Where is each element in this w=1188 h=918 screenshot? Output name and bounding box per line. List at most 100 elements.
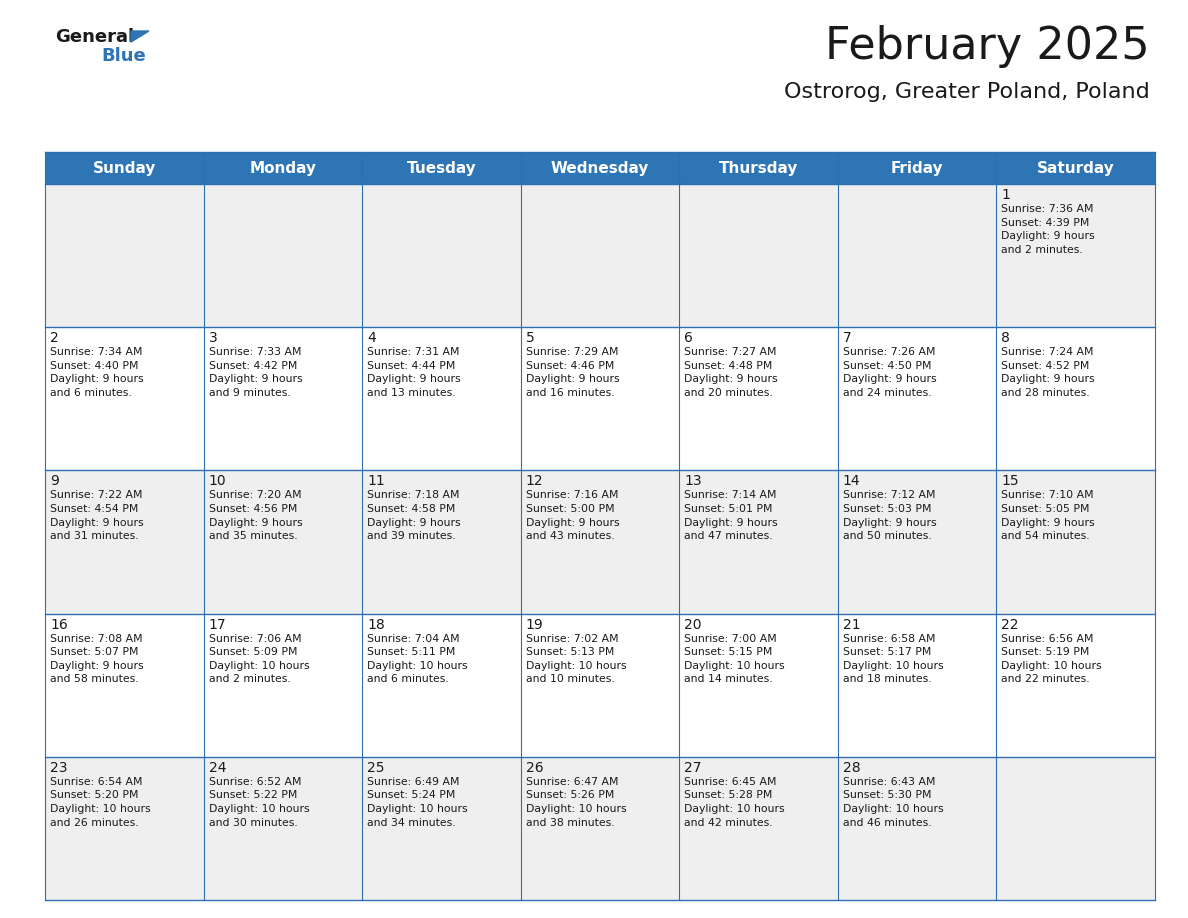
Bar xyxy=(362,613,520,756)
Text: Sunrise: 6:45 AM
Sunset: 5:28 PM
Daylight: 10 hours
and 42 minutes.: Sunrise: 6:45 AM Sunset: 5:28 PM Dayligh… xyxy=(684,777,785,828)
Text: Sunrise: 7:36 AM
Sunset: 4:39 PM
Daylight: 9 hours
and 2 minutes.: Sunrise: 7:36 AM Sunset: 4:39 PM Dayligh… xyxy=(1001,204,1095,255)
Bar xyxy=(680,327,838,470)
Text: Sunrise: 7:34 AM
Sunset: 4:40 PM
Daylight: 9 hours
and 6 minutes.: Sunrise: 7:34 AM Sunset: 4:40 PM Dayligh… xyxy=(50,347,144,398)
Text: 23: 23 xyxy=(50,761,68,775)
Text: Sunrise: 7:20 AM
Sunset: 4:56 PM
Daylight: 9 hours
and 35 minutes.: Sunrise: 7:20 AM Sunset: 4:56 PM Dayligh… xyxy=(209,490,302,542)
Text: 6: 6 xyxy=(684,331,693,345)
Text: Sunrise: 6:47 AM
Sunset: 5:26 PM
Daylight: 10 hours
and 38 minutes.: Sunrise: 6:47 AM Sunset: 5:26 PM Dayligh… xyxy=(526,777,626,828)
Text: 12: 12 xyxy=(526,475,543,488)
Bar xyxy=(362,184,520,327)
Text: Sunrise: 7:33 AM
Sunset: 4:42 PM
Daylight: 9 hours
and 9 minutes.: Sunrise: 7:33 AM Sunset: 4:42 PM Dayligh… xyxy=(209,347,302,398)
Text: 19: 19 xyxy=(526,618,543,632)
Text: 2: 2 xyxy=(50,331,58,345)
Text: 1: 1 xyxy=(1001,188,1010,202)
Bar xyxy=(362,327,520,470)
Bar xyxy=(838,470,997,613)
Bar xyxy=(997,470,1155,613)
Text: 26: 26 xyxy=(526,761,543,775)
Text: 8: 8 xyxy=(1001,331,1010,345)
Bar xyxy=(520,756,680,900)
Text: Ostrorog, Greater Poland, Poland: Ostrorog, Greater Poland, Poland xyxy=(784,82,1150,102)
Bar xyxy=(997,613,1155,756)
Text: Sunday: Sunday xyxy=(93,161,156,175)
Text: Sunrise: 7:12 AM
Sunset: 5:03 PM
Daylight: 9 hours
and 50 minutes.: Sunrise: 7:12 AM Sunset: 5:03 PM Dayligh… xyxy=(842,490,936,542)
Text: Sunrise: 7:24 AM
Sunset: 4:52 PM
Daylight: 9 hours
and 28 minutes.: Sunrise: 7:24 AM Sunset: 4:52 PM Dayligh… xyxy=(1001,347,1095,398)
Text: Friday: Friday xyxy=(891,161,943,175)
Text: 7: 7 xyxy=(842,331,852,345)
Bar xyxy=(203,470,362,613)
Bar xyxy=(45,152,1155,184)
Bar xyxy=(838,613,997,756)
Bar xyxy=(45,613,203,756)
Bar xyxy=(680,756,838,900)
Bar xyxy=(520,184,680,327)
Text: 17: 17 xyxy=(209,618,226,632)
Text: Sunrise: 6:58 AM
Sunset: 5:17 PM
Daylight: 10 hours
and 18 minutes.: Sunrise: 6:58 AM Sunset: 5:17 PM Dayligh… xyxy=(842,633,943,685)
Bar xyxy=(203,756,362,900)
Bar xyxy=(45,184,203,327)
Text: 15: 15 xyxy=(1001,475,1019,488)
Text: Sunrise: 6:49 AM
Sunset: 5:24 PM
Daylight: 10 hours
and 34 minutes.: Sunrise: 6:49 AM Sunset: 5:24 PM Dayligh… xyxy=(367,777,468,828)
Text: Tuesday: Tuesday xyxy=(406,161,476,175)
Text: 22: 22 xyxy=(1001,618,1019,632)
Bar xyxy=(838,327,997,470)
Text: Sunrise: 7:26 AM
Sunset: 4:50 PM
Daylight: 9 hours
and 24 minutes.: Sunrise: 7:26 AM Sunset: 4:50 PM Dayligh… xyxy=(842,347,936,398)
Bar xyxy=(45,470,203,613)
Text: Sunrise: 6:54 AM
Sunset: 5:20 PM
Daylight: 10 hours
and 26 minutes.: Sunrise: 6:54 AM Sunset: 5:20 PM Dayligh… xyxy=(50,777,151,828)
Text: Sunrise: 7:00 AM
Sunset: 5:15 PM
Daylight: 10 hours
and 14 minutes.: Sunrise: 7:00 AM Sunset: 5:15 PM Dayligh… xyxy=(684,633,785,685)
Bar xyxy=(520,470,680,613)
Text: 18: 18 xyxy=(367,618,385,632)
Text: 25: 25 xyxy=(367,761,385,775)
Text: 14: 14 xyxy=(842,475,860,488)
Text: Sunrise: 6:52 AM
Sunset: 5:22 PM
Daylight: 10 hours
and 30 minutes.: Sunrise: 6:52 AM Sunset: 5:22 PM Dayligh… xyxy=(209,777,309,828)
Bar xyxy=(362,756,520,900)
Text: Sunrise: 6:43 AM
Sunset: 5:30 PM
Daylight: 10 hours
and 46 minutes.: Sunrise: 6:43 AM Sunset: 5:30 PM Dayligh… xyxy=(842,777,943,828)
Bar xyxy=(203,613,362,756)
Text: Sunrise: 7:04 AM
Sunset: 5:11 PM
Daylight: 10 hours
and 6 minutes.: Sunrise: 7:04 AM Sunset: 5:11 PM Dayligh… xyxy=(367,633,468,685)
Bar xyxy=(997,756,1155,900)
Text: 3: 3 xyxy=(209,331,217,345)
Bar xyxy=(520,613,680,756)
Text: 24: 24 xyxy=(209,761,226,775)
Text: 27: 27 xyxy=(684,761,702,775)
Text: Sunrise: 7:08 AM
Sunset: 5:07 PM
Daylight: 9 hours
and 58 minutes.: Sunrise: 7:08 AM Sunset: 5:07 PM Dayligh… xyxy=(50,633,144,685)
Text: Sunrise: 7:16 AM
Sunset: 5:00 PM
Daylight: 9 hours
and 43 minutes.: Sunrise: 7:16 AM Sunset: 5:00 PM Dayligh… xyxy=(526,490,619,542)
Bar xyxy=(203,327,362,470)
Text: 21: 21 xyxy=(842,618,860,632)
Text: Sunrise: 7:31 AM
Sunset: 4:44 PM
Daylight: 9 hours
and 13 minutes.: Sunrise: 7:31 AM Sunset: 4:44 PM Dayligh… xyxy=(367,347,461,398)
Text: 28: 28 xyxy=(842,761,860,775)
Text: 11: 11 xyxy=(367,475,385,488)
Text: 5: 5 xyxy=(526,331,535,345)
Bar xyxy=(838,756,997,900)
Text: Thursday: Thursday xyxy=(719,161,798,175)
Bar xyxy=(203,184,362,327)
Bar xyxy=(520,327,680,470)
Text: Sunrise: 7:10 AM
Sunset: 5:05 PM
Daylight: 9 hours
and 54 minutes.: Sunrise: 7:10 AM Sunset: 5:05 PM Dayligh… xyxy=(1001,490,1095,542)
Text: 16: 16 xyxy=(50,618,68,632)
Bar xyxy=(997,327,1155,470)
Text: Wednesday: Wednesday xyxy=(551,161,649,175)
Text: Blue: Blue xyxy=(101,47,146,65)
Polygon shape xyxy=(131,31,148,42)
Text: Saturday: Saturday xyxy=(1037,161,1114,175)
Bar xyxy=(838,184,997,327)
Bar xyxy=(680,613,838,756)
Bar xyxy=(45,756,203,900)
Text: 4: 4 xyxy=(367,331,375,345)
Text: Sunrise: 6:56 AM
Sunset: 5:19 PM
Daylight: 10 hours
and 22 minutes.: Sunrise: 6:56 AM Sunset: 5:19 PM Dayligh… xyxy=(1001,633,1102,685)
Text: Sunrise: 7:18 AM
Sunset: 4:58 PM
Daylight: 9 hours
and 39 minutes.: Sunrise: 7:18 AM Sunset: 4:58 PM Dayligh… xyxy=(367,490,461,542)
Bar xyxy=(997,184,1155,327)
Text: 10: 10 xyxy=(209,475,226,488)
Text: 9: 9 xyxy=(50,475,59,488)
Bar xyxy=(362,470,520,613)
Text: Sunrise: 7:06 AM
Sunset: 5:09 PM
Daylight: 10 hours
and 2 minutes.: Sunrise: 7:06 AM Sunset: 5:09 PM Dayligh… xyxy=(209,633,309,685)
Text: February 2025: February 2025 xyxy=(826,25,1150,68)
Text: Sunrise: 7:02 AM
Sunset: 5:13 PM
Daylight: 10 hours
and 10 minutes.: Sunrise: 7:02 AM Sunset: 5:13 PM Dayligh… xyxy=(526,633,626,685)
Text: Monday: Monday xyxy=(249,161,316,175)
Text: 13: 13 xyxy=(684,475,702,488)
Bar xyxy=(680,184,838,327)
Bar xyxy=(680,470,838,613)
Text: Sunrise: 7:22 AM
Sunset: 4:54 PM
Daylight: 9 hours
and 31 minutes.: Sunrise: 7:22 AM Sunset: 4:54 PM Dayligh… xyxy=(50,490,144,542)
Text: General: General xyxy=(55,28,134,46)
Text: Sunrise: 7:29 AM
Sunset: 4:46 PM
Daylight: 9 hours
and 16 minutes.: Sunrise: 7:29 AM Sunset: 4:46 PM Dayligh… xyxy=(526,347,619,398)
